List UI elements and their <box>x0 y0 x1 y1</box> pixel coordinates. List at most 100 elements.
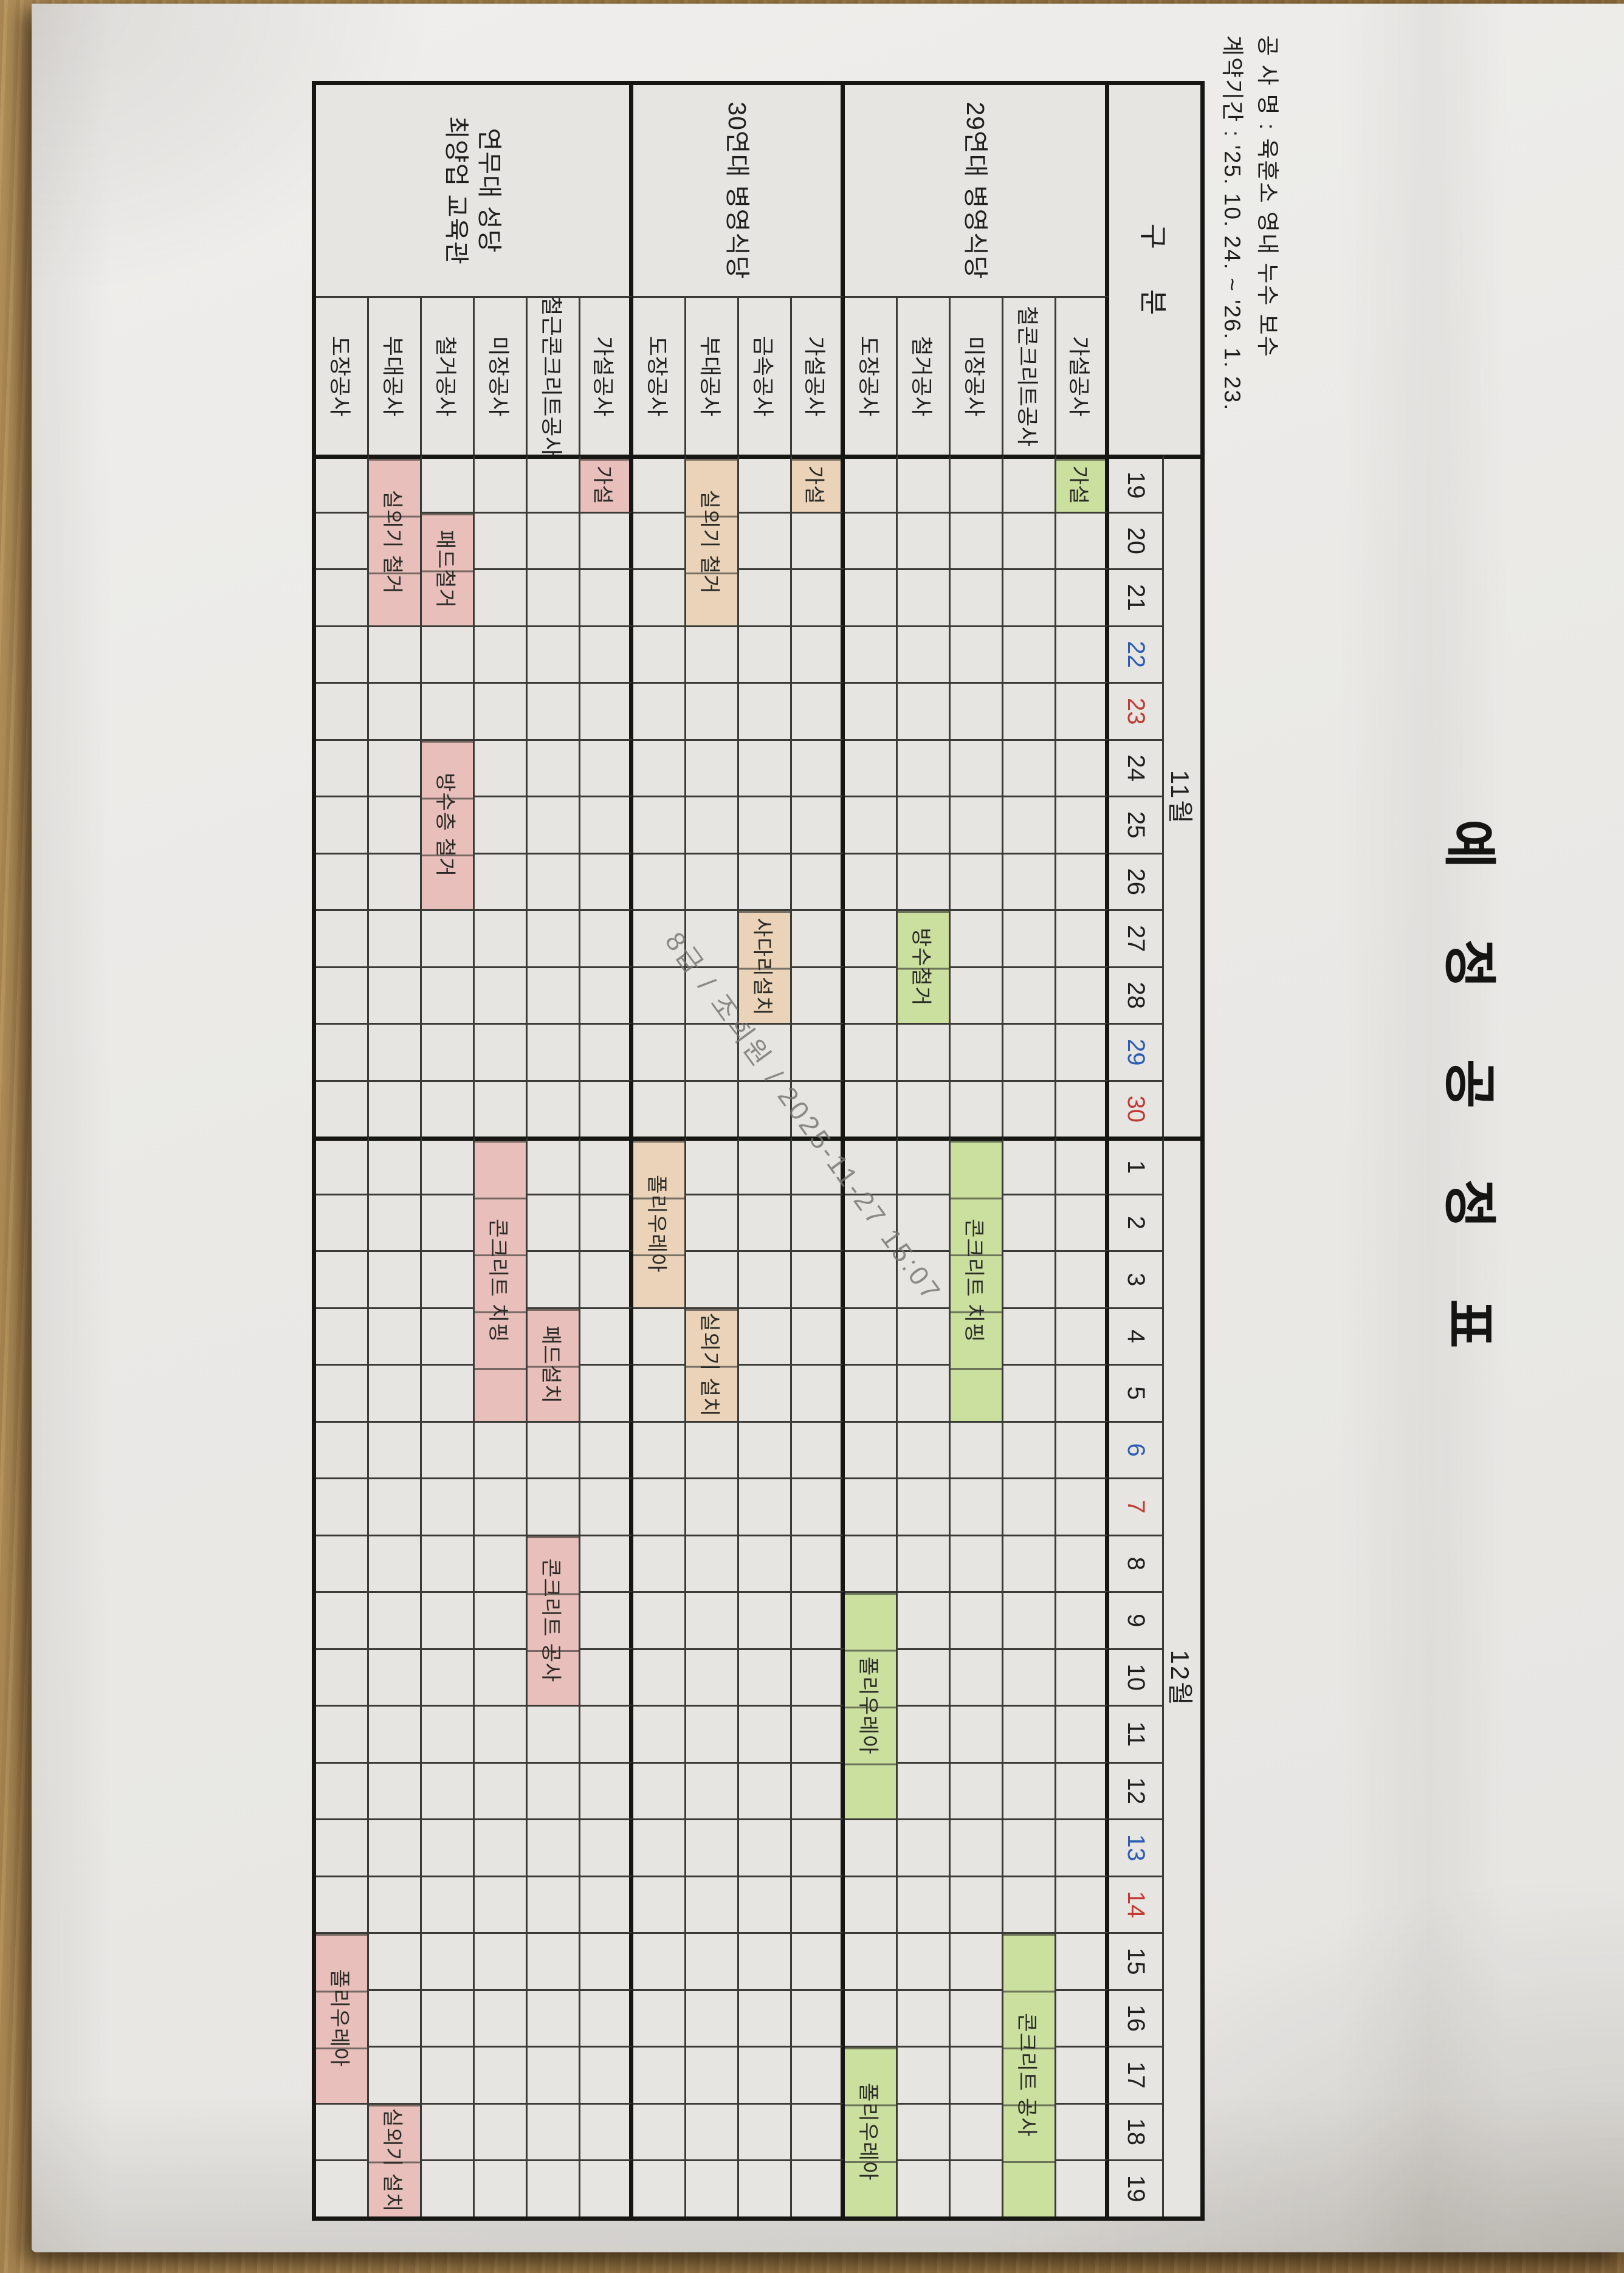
grid-cell <box>316 1420 369 1477</box>
grid-cell <box>951 1989 1003 2046</box>
grid-cell <box>580 1761 633 1818</box>
grid-cell <box>792 1818 845 1876</box>
work-type-cell: 도장공사 <box>633 296 686 455</box>
grid-cell <box>1056 1761 1109 1818</box>
grid-cell <box>528 682 580 739</box>
grid-cell <box>580 1477 633 1535</box>
grid-cell <box>633 1307 686 1364</box>
grid-cell <box>898 1705 951 1762</box>
grid-cell <box>369 909 422 966</box>
grid-cell <box>475 1534 528 1591</box>
grid-cell <box>1056 738 1109 796</box>
grid-cell <box>528 1193 580 1250</box>
grid-cell <box>898 1591 951 1648</box>
work-type-cell: 미장공사 <box>951 296 1003 455</box>
grid-cell <box>422 1932 475 1989</box>
day-header: 6 <box>1109 1420 1164 1477</box>
work-type-cell: 부대공사 <box>369 296 422 455</box>
grid-cell <box>422 2046 475 2103</box>
grid-cell <box>898 1364 951 1421</box>
grid-cell <box>792 738 845 796</box>
grid-cell <box>528 455 580 512</box>
grid-cell <box>369 1761 422 1818</box>
grid-cell <box>528 1761 580 1818</box>
grid-cell <box>739 796 792 853</box>
grid-cell <box>633 796 686 853</box>
gantt-bar: 실외기 철거 <box>369 455 422 625</box>
grid-cell <box>792 796 845 853</box>
grid-cell <box>316 966 369 1023</box>
gantt-bar: 폴리우레아 <box>633 1136 686 1307</box>
grid-cell <box>1056 1079 1109 1136</box>
grid-cell <box>845 1420 898 1477</box>
grid-cell <box>792 1875 845 1932</box>
grid-cell <box>1003 1023 1056 1080</box>
grid-cell <box>1003 1648 1056 1705</box>
grid-cell <box>739 1932 792 1989</box>
gantt-bar: 방수철거 <box>898 909 951 1023</box>
grid-cell <box>845 1818 898 1876</box>
grid-cell <box>316 682 369 739</box>
grid-cell <box>1056 1534 1109 1591</box>
grid-cell <box>1003 852 1056 909</box>
month-header: 11월 <box>1164 455 1200 1136</box>
grid-cell <box>580 1534 633 1591</box>
grid-cell <box>316 1136 369 1194</box>
work-type-cell: 도장공사 <box>316 296 369 455</box>
grid-cell <box>369 1534 422 1591</box>
grid-cell <box>528 1932 580 1989</box>
grid-cell <box>792 1420 845 1477</box>
day-header: 16 <box>1109 1989 1164 2046</box>
grid-cell <box>475 2046 528 2103</box>
grid-cell <box>475 455 528 512</box>
grid-cell <box>1056 1989 1109 2046</box>
grid-cell <box>1003 796 1056 853</box>
grid-cell <box>528 966 580 1023</box>
grid-cell <box>951 1705 1003 1762</box>
grid-cell <box>1056 568 1109 625</box>
grid-cell <box>475 2102 528 2159</box>
grid-cell <box>580 1079 633 1136</box>
grid-cell <box>898 738 951 796</box>
grid-cell <box>369 682 422 739</box>
grid-cell <box>792 1193 845 1250</box>
grid-cell <box>845 625 898 682</box>
grid-cell <box>951 1648 1003 1705</box>
grid-cell <box>422 1818 475 1876</box>
grid-cell <box>475 1648 528 1705</box>
grid-cell <box>528 511 580 568</box>
grid-cell <box>1056 1648 1109 1705</box>
grid-cell <box>316 738 369 796</box>
grid-cell <box>1003 738 1056 796</box>
grid-cell <box>792 682 845 739</box>
work-type-cell: 철근콘크리트공사 <box>528 296 580 455</box>
grid-cell <box>528 738 580 796</box>
grid-cell <box>422 1648 475 1705</box>
day-header: 12 <box>1109 1761 1164 1818</box>
grid-cell <box>475 682 528 739</box>
grid-cell <box>739 2159 792 2216</box>
grid-cell <box>528 1875 580 1932</box>
schedule-table: 구 분 11월 12월 19 20 21 22 23 24 25 26 27 28 29 30 1 2 3 4 5 6 7 8… <box>312 81 1205 2221</box>
grid-cell <box>475 1079 528 1136</box>
grid-cell <box>1003 455 1056 512</box>
day-header: 15 <box>1109 1932 1164 1989</box>
grid-cell <box>898 796 951 853</box>
grid-cell <box>369 1023 422 1080</box>
grid-cell <box>951 2102 1003 2159</box>
grid-cell <box>633 682 686 739</box>
grid-cell <box>1003 1079 1056 1136</box>
grid-cell <box>475 1477 528 1535</box>
grid-cell <box>633 1477 686 1535</box>
grid-cell <box>898 2102 951 2159</box>
grid-cell <box>316 1364 369 1421</box>
grid-cell <box>528 625 580 682</box>
grid-cell <box>369 738 422 796</box>
grid-cell <box>475 796 528 853</box>
grid-cell <box>422 1364 475 1421</box>
grid-cell <box>951 1761 1003 1818</box>
grid-cell <box>845 1023 898 1080</box>
day-header: 22 <box>1109 625 1164 682</box>
grid-cell <box>1056 1023 1109 1080</box>
grid-cell <box>792 1761 845 1818</box>
